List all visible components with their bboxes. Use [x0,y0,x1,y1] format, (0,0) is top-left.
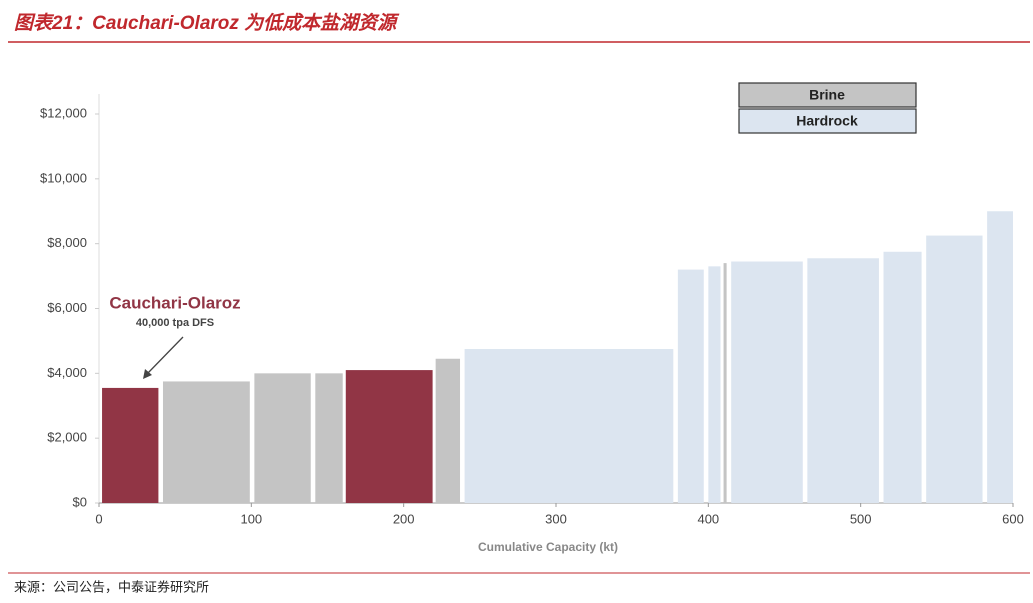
bar [926,235,983,503]
bar [162,381,250,503]
x-tick-label: 400 [697,511,719,526]
annotation-title: Cauchari-Olaroz [109,293,240,312]
y-tick-label: $6,000 [47,300,87,315]
x-tick-label: 500 [850,511,872,526]
x-tick-label: 0 [95,511,102,526]
annotation-arrow [146,336,184,375]
source: 来源：公司公告，中泰证券研究所 [14,579,209,594]
x-tick-label: 100 [240,511,262,526]
bar [102,387,159,503]
bar [883,251,922,503]
bar [345,370,433,503]
annotation-subtitle: 40,000 tpa DFS [136,317,214,329]
y-tick-label: $4,000 [47,365,87,380]
bar [731,261,803,503]
bar [807,258,879,503]
legend-swatch [738,82,917,108]
bar [987,211,1013,503]
figure-title: 图表21：Cauchari-Olaroz 为低成本盐湖资源 [14,12,400,34]
y-tick-label: $0 [73,494,87,509]
legend-label: Brine [809,87,845,103]
y-tick-label: $8,000 [47,235,87,250]
bar [435,358,461,503]
x-tick-label: 600 [1002,511,1024,526]
bar [315,373,343,503]
y-tick-label: $10,000 [40,170,87,185]
bar [723,263,727,503]
arrow-head [143,369,152,379]
y-tick-label: $12,000 [40,105,87,120]
x-tick-label: 200 [393,511,415,526]
bar [464,349,674,503]
bar [708,266,721,503]
y-tick-label: $2,000 [47,430,87,445]
x-axis-label: Cumulative Capacity (kt) [478,540,618,554]
bar [254,373,311,503]
legend-swatch [738,108,917,134]
legend-label: Hardrock [796,113,858,129]
x-tick-label: 300 [545,511,567,526]
bar [677,269,704,503]
